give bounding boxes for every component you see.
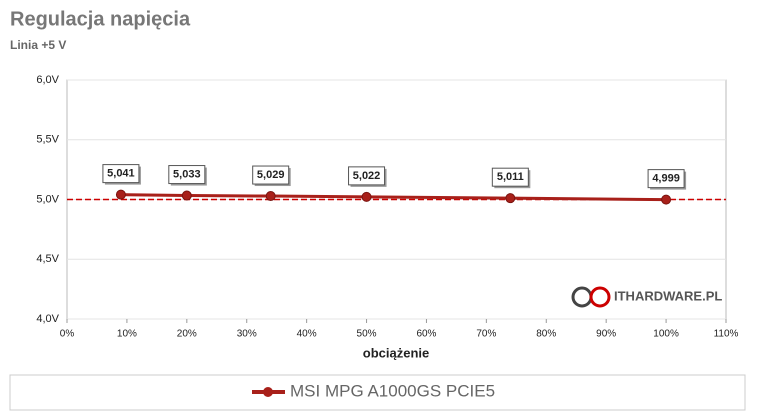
y-tick-label: 4,0V [36, 313, 59, 325]
data-label-box [168, 165, 206, 185]
x-tick-label: 20% [177, 329, 197, 340]
x-tick-label: 80% [536, 329, 556, 340]
data-label: 4,999 [652, 173, 680, 185]
data-label-box [252, 165, 290, 185]
data-point [661, 194, 672, 205]
data-label-box [647, 169, 685, 189]
legend-label: MSI MPG A1000GS PCIE5 [290, 381, 495, 400]
watermark: ITHARDWARE.PL [614, 288, 722, 303]
y-tick-label: 5,0V [36, 193, 59, 205]
data-point [181, 190, 192, 201]
y-tick-label: 6,0V [36, 74, 59, 86]
data-label-box [102, 164, 140, 184]
legend-box [9, 374, 746, 411]
x-tick-label: 30% [237, 329, 257, 340]
chart-subtitle: Linia +5 V [10, 38, 66, 52]
x-axis-label: obciążenie [363, 345, 429, 360]
watermark-logo: ITHARDWARE.PL [571, 286, 722, 308]
data-label: 5,011 [497, 171, 524, 183]
data-point [265, 191, 276, 202]
x-tick-label: 90% [596, 329, 616, 340]
x-tick-label: 100% [653, 329, 679, 340]
data-label-box [348, 166, 386, 186]
data-point [505, 193, 516, 204]
x-tick-label: 50% [357, 329, 377, 340]
x-tick-label: 70% [476, 329, 496, 340]
y-tick-label: 5,5V [36, 134, 59, 146]
x-tick-label: 0% [60, 329, 75, 340]
y-tick-label: 4,5V [36, 253, 59, 265]
data-label-box [491, 167, 529, 187]
legend-marker [263, 387, 273, 397]
chart-title: Regulacja napięcia [10, 8, 191, 30]
data-point [361, 191, 372, 202]
series-line [120, 193, 667, 202]
data-label: 5,022 [353, 170, 381, 182]
x-tick-label: 110% [714, 329, 739, 340]
data-point [115, 189, 126, 200]
data-label: 5,033 [173, 168, 201, 180]
data-label: 5,029 [257, 169, 285, 181]
data-label: 5,041 [107, 168, 135, 180]
x-tick-label: 10% [117, 329, 137, 340]
x-tick-label: 40% [297, 329, 317, 340]
x-tick-label: 60% [416, 329, 436, 340]
